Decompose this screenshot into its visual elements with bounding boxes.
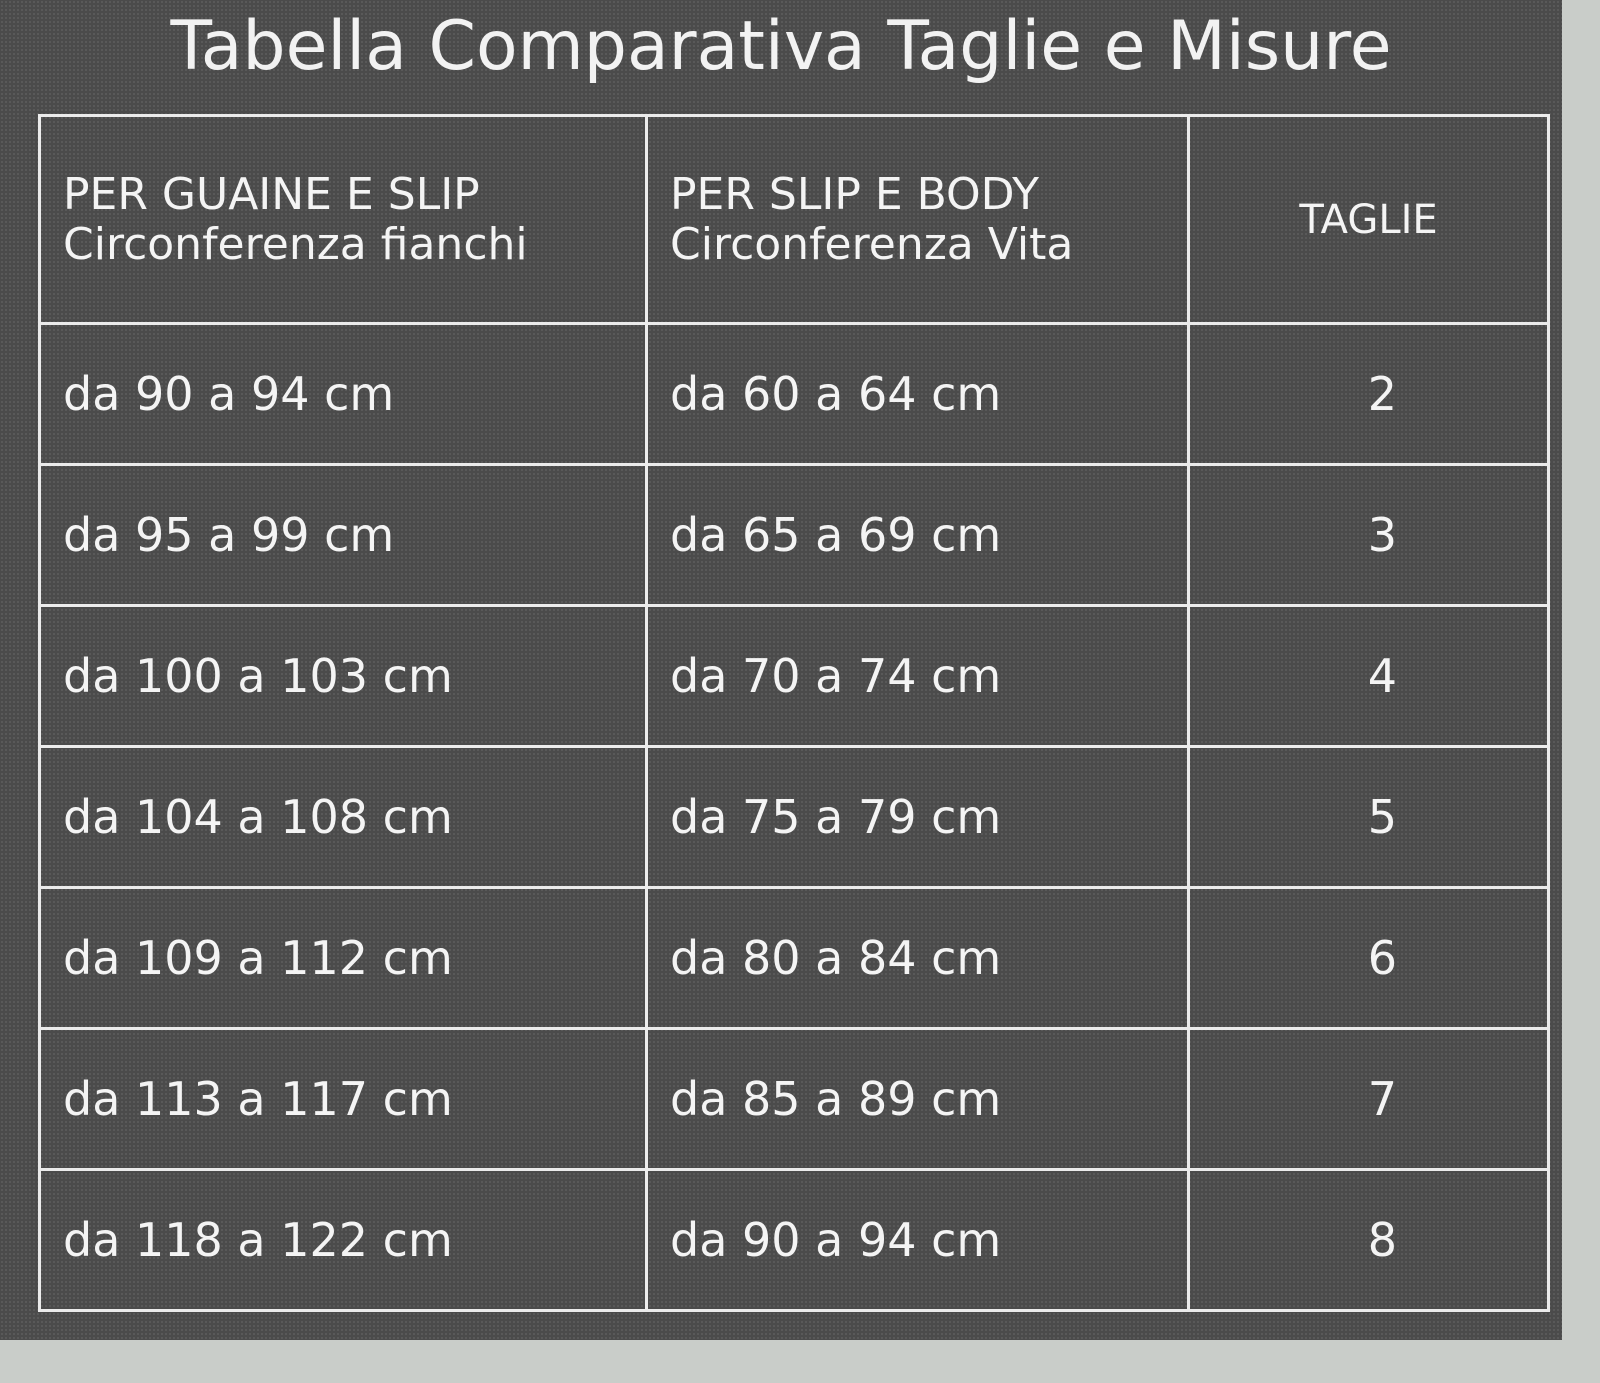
cell-vita: da 75 a 79 cm [645, 745, 1190, 889]
header-taglie: TAGLIE [1187, 114, 1550, 325]
cell-vita: da 85 a 89 cm [645, 1027, 1190, 1171]
size-table: PER GUAINE E SLIP Circonferenza fianchi … [38, 114, 1550, 1312]
cell-taglia: 7 [1187, 1027, 1550, 1171]
table-header-row: PER GUAINE E SLIP Circonferenza fianchi … [38, 114, 1550, 325]
cell-fianchi: da 90 a 94 cm [38, 322, 648, 466]
header-fianchi-line1: PER GUAINE E SLIP [63, 168, 480, 220]
cell-fianchi: da 113 a 117 cm [38, 1027, 648, 1171]
cell-fianchi: da 109 a 112 cm [38, 886, 648, 1030]
cell-fianchi: da 118 a 122 cm [38, 1168, 648, 1312]
table-row: da 95 a 99 cm da 65 a 69 cm 3 [38, 463, 1550, 607]
cell-fianchi: da 104 a 108 cm [38, 745, 648, 889]
cell-fianchi: da 95 a 99 cm [38, 463, 648, 607]
header-fianchi: PER GUAINE E SLIP Circonferenza fianchi [38, 114, 648, 325]
cell-vita: da 80 a 84 cm [645, 886, 1190, 1030]
page-title: Tabella Comparativa Taglie e Misure [170, 7, 1392, 86]
table-row: da 90 a 94 cm da 60 a 64 cm 2 [38, 322, 1550, 466]
table-row: da 109 a 112 cm da 80 a 84 cm 6 [38, 886, 1550, 1030]
cell-taglia: 4 [1187, 604, 1550, 748]
cell-taglia: 2 [1187, 322, 1550, 466]
header-vita-line1: PER SLIP E BODY [670, 168, 1040, 220]
header-vita: PER SLIP E BODY Circonferenza Vita [645, 114, 1190, 325]
table-row: da 104 a 108 cm da 75 a 79 cm 5 [38, 745, 1550, 889]
cell-taglia: 3 [1187, 463, 1550, 607]
cell-vita: da 70 a 74 cm [645, 604, 1190, 748]
cell-taglia: 5 [1187, 745, 1550, 889]
cell-vita: da 65 a 69 cm [645, 463, 1190, 607]
table-row: da 113 a 117 cm da 85 a 89 cm 7 [38, 1027, 1550, 1171]
table-row: da 100 a 103 cm da 70 a 74 cm 4 [38, 604, 1550, 748]
table-row: da 118 a 122 cm da 90 a 94 cm 8 [38, 1168, 1550, 1312]
header-fianchi-line2: Circonferenza fianchi [63, 218, 528, 270]
cell-taglia: 8 [1187, 1168, 1550, 1312]
cell-vita: da 90 a 94 cm [645, 1168, 1190, 1312]
cell-fianchi: da 100 a 103 cm [38, 604, 648, 748]
cell-vita: da 60 a 64 cm [645, 322, 1190, 466]
cell-taglia: 6 [1187, 886, 1550, 1030]
header-vita-line2: Circonferenza Vita [670, 218, 1074, 270]
size-chart-card: Tabella Comparativa Taglie e Misure PER … [0, 0, 1562, 1340]
